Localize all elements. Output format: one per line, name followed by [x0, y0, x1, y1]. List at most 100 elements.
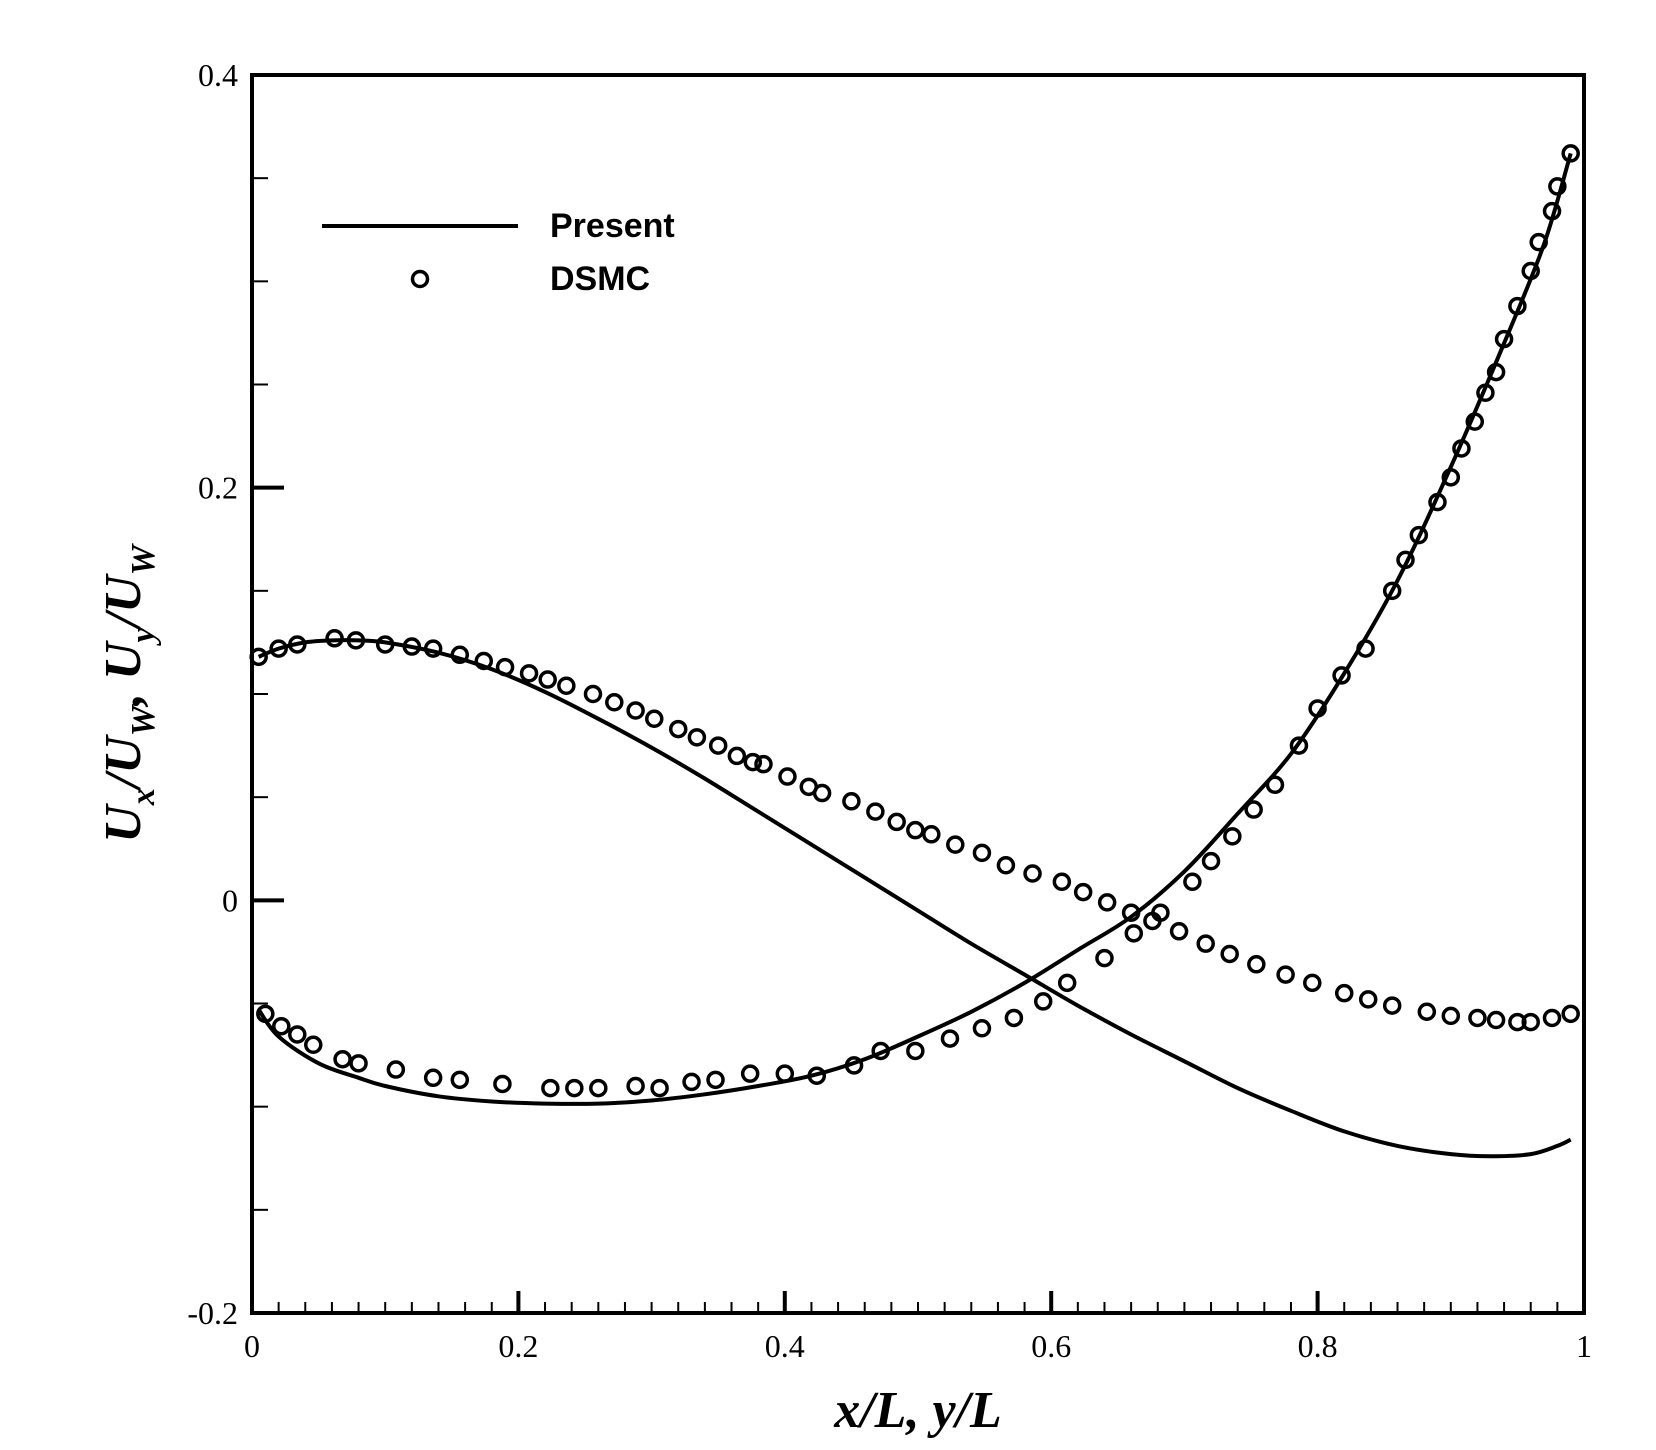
x-tick-label: 0 [244, 1328, 260, 1364]
dsmc-point [589, 1078, 608, 1098]
y-axis-title-part: U [95, 803, 152, 843]
dsmc-point [727, 746, 747, 766]
dsmc-point [1220, 944, 1239, 964]
y-axis-title-part: /U [95, 734, 152, 792]
dsmc-point [1441, 1006, 1461, 1026]
dsmc-point [605, 693, 624, 712]
dsmc-point [1247, 955, 1266, 974]
dsmc-point [778, 767, 797, 786]
dsmc-point [1382, 581, 1402, 601]
dsmc-point [812, 783, 832, 803]
dsmc-point [1441, 468, 1461, 487]
dsmc-point [1033, 992, 1053, 1011]
dsmc-point [1223, 827, 1242, 846]
dsmc-point [687, 728, 707, 747]
y-axis-title-sub: y [125, 626, 162, 646]
dsmc-point [668, 719, 688, 739]
dsmc-point [493, 1074, 512, 1094]
dsmc-point [1358, 990, 1378, 1009]
dsmc-point [1468, 1008, 1487, 1028]
dsmc-point [906, 820, 925, 840]
dsmc-point [1196, 934, 1215, 953]
x-tick-label: 1 [1576, 1328, 1592, 1364]
x-axis-title: x/L, y/L [833, 1382, 1002, 1439]
dsmc-point [1332, 666, 1351, 685]
dsmc-point [386, 1060, 406, 1079]
dsmc-point [565, 1078, 584, 1098]
dsmc-point [1201, 851, 1221, 871]
dsmc-point [946, 835, 965, 854]
dsmc-point [1476, 383, 1495, 403]
legend: Present DSMC [322, 207, 675, 298]
dsmc-point [288, 1025, 307, 1044]
dsmc-point [740, 1064, 760, 1083]
dsmc-point [1023, 864, 1042, 883]
dsmc-point [650, 1078, 669, 1098]
dsmc-point [844, 1056, 864, 1075]
dsmc-point [288, 635, 307, 654]
dsmc-point [538, 670, 557, 689]
dsmc-point [972, 1019, 992, 1038]
dsmc-point [333, 1049, 352, 1069]
plot-frame [250, 73, 1586, 1315]
x-tick-label: 0.8 [1298, 1328, 1338, 1364]
series-line-present [257, 152, 1573, 1106]
dsmc-point [1308, 699, 1327, 718]
dsmc-point [519, 664, 539, 683]
y-tick-label: -0.2 [187, 1295, 238, 1331]
dsmc-point [1265, 775, 1285, 795]
dsmc-point [1561, 1004, 1580, 1024]
dsmc-point [450, 645, 470, 665]
dsmc-point [972, 843, 992, 863]
dsmc-point [866, 802, 885, 821]
series-line-present [257, 638, 1572, 1159]
dsmc-point [1057, 973, 1077, 993]
dsmc-point [1465, 412, 1485, 431]
dsmc-point [743, 752, 763, 772]
dsmc-point [1529, 232, 1548, 252]
dsmc-point [256, 1004, 275, 1024]
dsmc-point [871, 1041, 890, 1061]
dsmc-point [346, 631, 366, 650]
dsmc-point [541, 1078, 560, 1098]
x-tick-label: 0.6 [1031, 1328, 1071, 1364]
dsmc-point [583, 684, 603, 704]
dsmc-point [775, 1064, 795, 1083]
dsmc-point [1244, 800, 1263, 819]
dsmc-point [557, 676, 576, 695]
dsmc-point [754, 754, 773, 774]
y-axis-title-sub: x [125, 788, 162, 806]
dsmc-point [1276, 965, 1295, 984]
dsmc-point [1124, 924, 1144, 943]
dsmc-point [1452, 439, 1471, 458]
dsmc-point [1356, 639, 1375, 658]
dsmc-point [1073, 882, 1093, 902]
dsmc-point [887, 812, 906, 832]
dsmc-point [325, 629, 344, 648]
dsmc-point [1334, 983, 1354, 1003]
dsmc-point [1095, 948, 1114, 968]
dsmc-point [626, 1076, 645, 1096]
dsmc-point [1417, 1002, 1437, 1022]
dsmc-point [682, 1072, 701, 1092]
y-axis-title: Ux/UW, Uy/UW [95, 542, 162, 842]
series-layer [249, 144, 1580, 1159]
y-tick-label: 0 [222, 882, 238, 918]
dsmc-point [922, 825, 941, 844]
dsmc-point [940, 1029, 960, 1048]
y-tick-label: 0.4 [198, 57, 238, 93]
dsmc-point [1303, 973, 1322, 993]
dsmc-point [1143, 911, 1162, 931]
dsmc-point [375, 635, 395, 654]
dsmc-point [1409, 525, 1429, 545]
y-tick-label: 0.2 [198, 470, 238, 506]
y-axis-title-sub: W [125, 542, 162, 575]
dsmc-point [1004, 1008, 1024, 1028]
y-axis-title-part: /U [95, 573, 152, 631]
dsmc-point [495, 657, 515, 677]
legend-label-dsmc: DSMC [550, 260, 650, 298]
y-axis-title-sub: W [125, 703, 162, 736]
dsmc-point [402, 637, 422, 656]
